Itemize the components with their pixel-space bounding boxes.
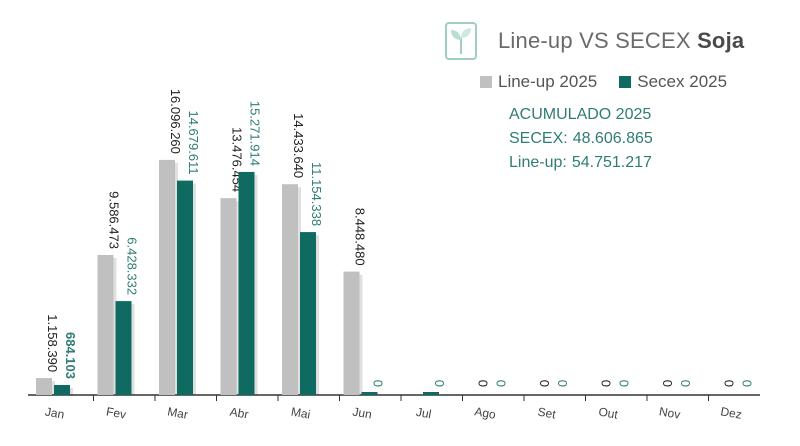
bar-secex [54, 385, 70, 395]
summary-lineup-row: Line-up: 54.751.217 [509, 151, 653, 175]
summary-secex-row: SECEX: 48.606.865 [509, 127, 653, 151]
data-label-secex: 14.679.611 [186, 110, 201, 174]
x-tick-label: Out [597, 404, 619, 421]
data-label-lineup: 0 [722, 380, 737, 387]
data-label-lineup: 0 [660, 380, 675, 387]
data-label-lineup: 0 [599, 380, 614, 387]
data-label-lineup: 1.158.390 [45, 314, 60, 372]
summary-secex-value: 48.606.865 [572, 130, 653, 147]
data-label-lineup: 0 [537, 380, 552, 387]
chart-title: Line-up VS SECEX Soja [498, 28, 744, 54]
legend-swatch-secex [619, 76, 632, 88]
data-label-secex: 11.154.338 [309, 162, 324, 226]
data-label-lineup: 0 [476, 380, 491, 387]
bar-lineup [36, 378, 52, 395]
data-label-secex: 0 [371, 380, 386, 387]
data-label-secex: 0 [617, 380, 632, 387]
data-label-secex: 0 [494, 380, 509, 387]
summary-lineup-label: Line-up: [509, 154, 567, 171]
legend-label-secex: Secex 2025 [637, 72, 728, 91]
bar-lineup [343, 271, 360, 395]
data-label-lineup: 9.586.473 [107, 191, 122, 249]
bar-secex [361, 392, 378, 395]
bar-secex [300, 232, 316, 395]
data-label-lineup: 8.448.480 [353, 208, 368, 266]
bar-secex [115, 301, 132, 395]
legend-swatch-lineup [480, 76, 492, 88]
x-tick-label: Jun [351, 404, 372, 421]
x-tick-label: Abr [229, 405, 250, 422]
bar-secex [238, 171, 255, 395]
x-tick-label: Jul [415, 405, 433, 421]
x-tick-label: Mai [290, 404, 311, 421]
x-tick-label: Dez [719, 404, 742, 421]
x-tick-label: Ago [473, 404, 497, 422]
chart-title-bold: Soja [697, 28, 745, 53]
legend-item-lineup: Line-up 2025 [480, 72, 597, 92]
data-label-secex: 0 [555, 380, 570, 387]
data-label-lineup: 14.433.640 [291, 113, 306, 178]
bar-lineup [159, 159, 175, 395]
bar-lineup [220, 198, 237, 395]
x-tick-label: Set [537, 405, 558, 422]
data-label-secex: 15.271.914 [248, 101, 263, 166]
legend-item-secex: Secex 2025 [619, 72, 727, 92]
data-label-secex: 0 [740, 380, 755, 387]
bar-secex [423, 392, 439, 395]
data-label-secex: 684.103 [63, 332, 78, 379]
x-tick-label: Mar [166, 404, 189, 421]
chart-title-text: Line-up VS SECEX [498, 28, 691, 53]
summary-secex-label: SECEX: [509, 130, 568, 147]
summary-header: ACUMULADO 2025 [509, 106, 652, 123]
data-label-secex: 0 [432, 380, 447, 387]
bar-lineup [282, 184, 298, 395]
data-label-secex: 6.428.332 [125, 237, 140, 295]
summary-lineup-value: 54.751.217 [571, 154, 652, 171]
data-label-secex: 0 [678, 380, 693, 387]
plant-sprout-icon [443, 20, 479, 62]
x-tick-label: Jan [44, 404, 65, 421]
x-tick-label: Fev [105, 404, 127, 421]
accumulated-summary: ACUMULADO 2025 SECEX: 48.606.865 Line-up… [509, 103, 653, 175]
x-tick-label: Nov [658, 404, 681, 421]
data-label-lineup: 16.096.260 [168, 89, 183, 154]
legend: Line-up 2025 Secex 2025 [480, 72, 727, 92]
legend-label-lineup: Line-up 2025 [498, 72, 598, 91]
bar-secex [177, 180, 193, 395]
bar-lineup [97, 254, 114, 395]
